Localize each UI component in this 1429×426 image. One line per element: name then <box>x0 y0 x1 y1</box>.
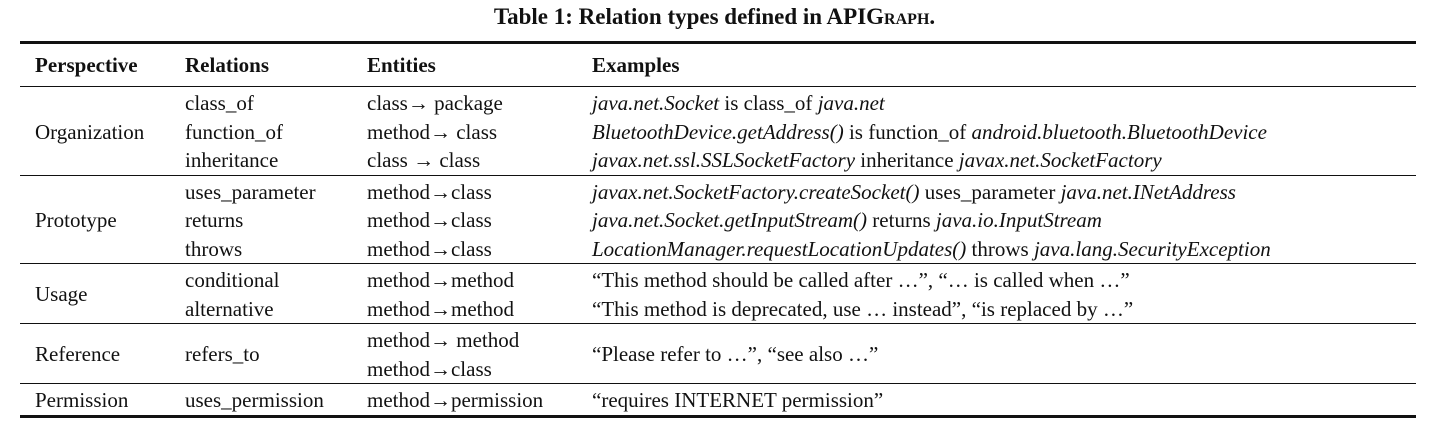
cell-entity: class → class <box>367 148 481 172</box>
cell-example: “requires INTERNET permission” <box>592 384 1416 417</box>
table-row: Permission uses_permission method→permissi… <box>20 384 1416 417</box>
table-row: Organization class_of class→ package java.n… <box>20 87 1416 144</box>
cell-example: javax.net.ssl.SSLSocketFactory inheritan… <box>592 146 1416 175</box>
example-text: is class_of <box>719 91 818 115</box>
caption-prefix: Table 1: Relation types defined in API <box>493 4 867 29</box>
example-code: java.io.InputStream <box>935 208 1102 232</box>
header-perspective: Perspective <box>35 52 138 77</box>
example-code: java.net.Socket.getInputStream() <box>592 208 868 232</box>
cell-relation: conditional <box>185 268 280 292</box>
header-entities: Entities <box>367 52 436 77</box>
caption-suffix: . <box>929 4 936 29</box>
example-text: returns <box>867 208 936 232</box>
cell-entity: method→class <box>367 356 492 381</box>
table-row: alternative method→method “This method is … <box>20 295 1416 324</box>
cell-example: javax.net.SocketFactory.createSocket() u… <box>592 175 1416 206</box>
cell-example: “This method should be called after …”, … <box>592 264 1416 295</box>
cell-relation: throws <box>185 236 243 261</box>
table-row: method→class <box>20 355 1416 384</box>
example-text: inheritance <box>855 148 959 172</box>
cell-example: java.net.Socket is class_of java.net <box>592 87 1416 118</box>
group-organization: Organization class_of class→ package java.n… <box>20 87 1416 175</box>
cell-relation: inheritance <box>185 148 279 172</box>
cell-relation: alternative <box>185 296 274 321</box>
cell-entity: method→method <box>367 296 514 321</box>
cell-relation: uses_parameter <box>185 179 316 204</box>
example-text: “requires INTERNET permission” <box>592 388 884 412</box>
cell-relation: refers_to <box>185 342 260 367</box>
cell-relation: uses_permission <box>185 388 324 412</box>
cell-example: java.net.Socket.getInputStream() returns… <box>592 206 1416 235</box>
cell-perspective: Prototype <box>35 208 117 232</box>
group-permission: Permission uses_permission method→permissi… <box>20 384 1416 417</box>
caption-smallcaps: Graph <box>866 4 930 29</box>
cell-entity: method→ class <box>367 119 498 144</box>
cell-entity: method→class <box>367 236 492 261</box>
cell-perspective: Permission <box>35 388 129 412</box>
cell-perspective: Reference <box>35 342 121 367</box>
example-text: “This method is deprecated, use … instea… <box>592 296 1134 321</box>
example-text: uses_parameter <box>919 179 1061 204</box>
table-row: throws method→class LocationManager.reques… <box>20 235 1416 264</box>
example-text: is function_of <box>843 119 972 144</box>
group-reference: Reference refers_to method→ method “Please … <box>20 324 1416 384</box>
example-code: java.net.Socket <box>592 91 720 115</box>
group-usage: Usage conditional method→method “This metho… <box>20 264 1416 324</box>
example-text: “This method should be called after …”, … <box>592 268 1130 292</box>
cell-relation: class_of <box>185 91 254 115</box>
relation-types-table: Perspective Relations Entities Examples … <box>20 41 1416 418</box>
table-row: function_of method→ class BluetoothDevice.… <box>20 118 1416 147</box>
example-code: java.lang.SecurityException <box>1033 236 1271 261</box>
group-prototype: Prototype uses_parameter method→class javax… <box>20 175 1416 264</box>
cell-perspective: Usage <box>35 282 88 307</box>
cell-entity: method→method <box>367 268 514 292</box>
table-row: inheritance class → class javax.net.ssl.SS… <box>20 146 1416 175</box>
cell-example: “This method is deprecated, use … instea… <box>592 295 1416 324</box>
cell-entity: method→class <box>367 179 492 204</box>
example-code: javax.net.SocketFactory <box>958 148 1162 172</box>
header-relations: Relations <box>185 52 269 77</box>
example-code: java.net <box>817 91 885 115</box>
cell-entity: method→permission <box>367 388 544 412</box>
cell-perspective: Organization <box>35 119 145 144</box>
cell-relation: function_of <box>185 119 283 144</box>
header-row: Perspective Relations Entities Examples <box>20 42 1416 87</box>
relation-types-table-wrap: Perspective Relations Entities Examples … <box>20 41 1416 418</box>
cell-example: BluetoothDevice.getAddress() is function… <box>592 118 1416 147</box>
cell-example: “Please refer to …”, “see also …” <box>592 324 1416 384</box>
example-code: javax.net.SocketFactory.createSocket() <box>592 179 920 204</box>
example-text: “Please refer to …”, “see also …” <box>592 342 879 367</box>
table-row: returns method→class java.net.Socket.getIn… <box>20 206 1416 235</box>
example-code: android.bluetooth.BluetoothDevice <box>971 119 1267 144</box>
example-code: java.net.INetAddress <box>1060 179 1236 204</box>
header-examples: Examples <box>592 52 680 77</box>
cell-entity: class→ package <box>367 91 503 115</box>
example-text: throws <box>966 236 1034 261</box>
example-code: BluetoothDevice.getAddress() <box>592 119 844 144</box>
cell-example: LocationManager.requestLocationUpdates()… <box>592 235 1416 264</box>
cell-entity: method→class <box>367 208 492 232</box>
example-code: LocationManager.requestLocationUpdates() <box>592 236 967 261</box>
table-row: Reference refers_to method→ method “Please … <box>20 324 1416 366</box>
cell-relation: returns <box>185 208 244 232</box>
table-row: Prototype uses_parameter method→class javax… <box>20 175 1416 233</box>
table-caption: Table 1: Relation types defined in APIGr… <box>0 4 1429 30</box>
example-code: javax.net.ssl.SSLSocketFactory <box>592 148 856 172</box>
table-row: Usage conditional method→method “This metho… <box>20 264 1416 306</box>
cell-entity: method→ method <box>367 328 520 352</box>
